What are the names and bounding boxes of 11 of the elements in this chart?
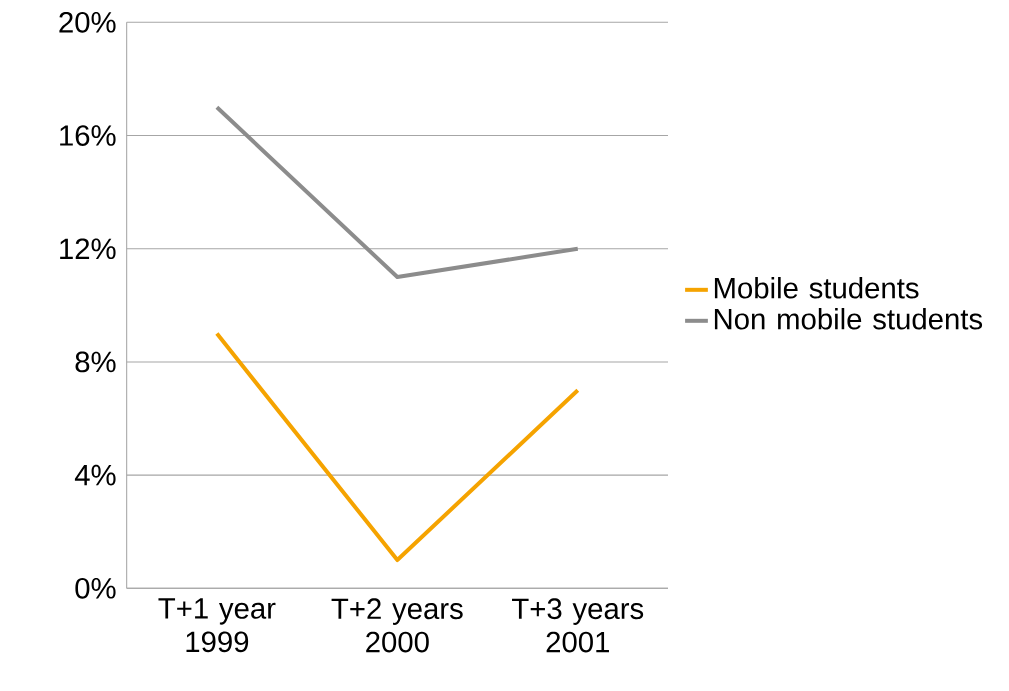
y-tick-label: 4% (74, 464, 116, 486)
y-tick-label: 16% (60, 125, 116, 146)
y-tick-label: 0% (75, 577, 116, 599)
y-tick-label: 20% (59, 11, 116, 33)
x-tick-label: T+3 years 2001 (512, 598, 644, 653)
x-tick-label: T+2 years 2000 (331, 598, 463, 653)
legend-label: Mobile students (714, 276, 919, 299)
x-tick-label: T+1 year 1999 (158, 598, 276, 653)
y-tick-label: 8% (75, 351, 116, 373)
legend-label: Non mobile students (714, 307, 983, 330)
y-tick-label: 12% (60, 238, 116, 260)
